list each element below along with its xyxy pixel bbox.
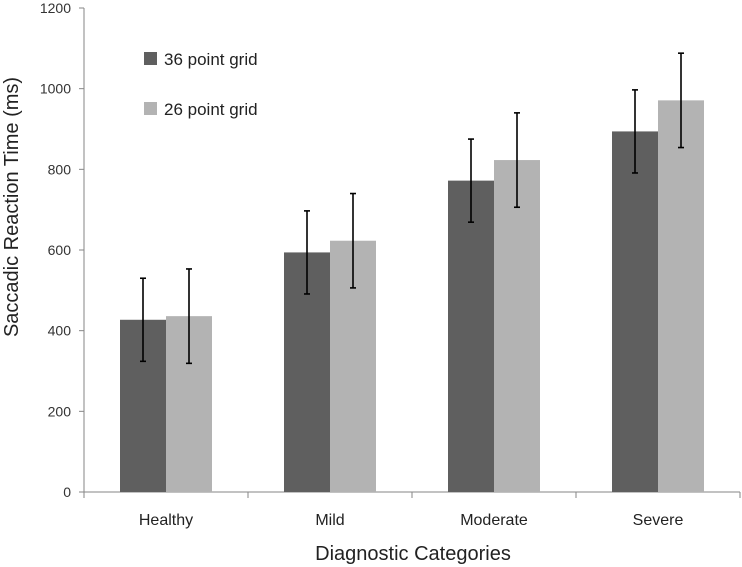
y-tick-label: 600 — [48, 242, 72, 258]
x-axis: Healthy Mild Moderate Severe — [83, 491, 741, 529]
x-tick-label: Healthy — [139, 512, 193, 529]
bar — [494, 160, 540, 492]
legend-label: 26 point grid — [164, 100, 258, 119]
legend: 36 point grid 26 point grid — [144, 50, 258, 119]
y-tick-label: 400 — [48, 323, 72, 339]
y-tick-label: 800 — [48, 161, 72, 177]
y-tick-label: 200 — [48, 403, 72, 419]
y-axis-title: Saccadic Reaction Time (ms) — [1, 77, 23, 337]
x-axis-title: Diagnostic Categories — [315, 543, 511, 565]
error-bars — [140, 52, 684, 365]
legend-label: 36 point grid — [164, 50, 258, 69]
bar — [658, 100, 704, 492]
y-tick-label: 1000 — [40, 81, 71, 97]
legend-swatch — [144, 102, 157, 115]
x-tick-label: Severe — [633, 512, 684, 529]
x-tick-label: Mild — [315, 512, 344, 529]
bars — [120, 100, 704, 493]
y-tick-label: 0 — [63, 484, 71, 500]
y-tick-label: 1200 — [40, 0, 71, 16]
y-axis: 0 200 400 600 800 1000 1200 — [40, 0, 85, 500]
bar — [612, 131, 658, 493]
bar — [448, 180, 494, 493]
x-tick-label: Moderate — [460, 512, 528, 529]
legend-swatch — [144, 52, 157, 65]
